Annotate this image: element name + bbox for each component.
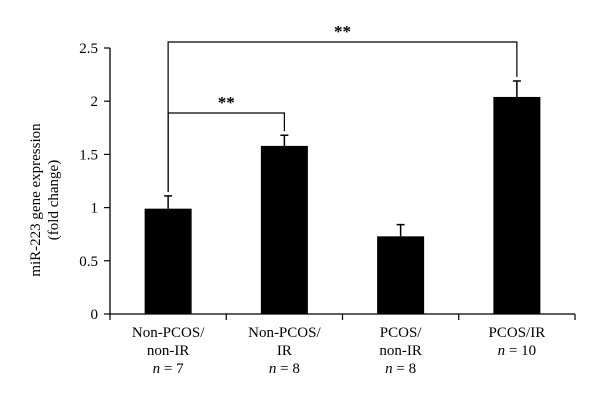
y-axis-title-line-2: (fold change) [46,160,62,240]
significance-bracket [167,41,518,192]
y-tick-label: 1 [91,201,99,217]
y-tick-label: 2 [91,94,99,110]
bar [377,236,425,314]
y-tick-label: 2.5 [79,41,98,57]
y-axis-title-line-1: miR-223 gene expression [28,123,44,277]
bar [144,208,192,314]
plot-area: 0 0.5 1 1.5 2 2.5 Non-PCOS/non-IR n = 7 Non-PCOS… [79,22,576,377]
x-category-label: Non-PCOS/IR n = 8 [248,325,321,377]
significance-label: ** [334,22,351,41]
x-category-label: Non-PCOS/non-IR n = 7 [132,325,205,377]
x-category-label: PCOS/non-IR n = 8 [379,325,422,377]
x-category-label: PCOS/IR n = 10 [489,325,546,359]
y-tick-label: 0 [91,307,99,323]
significance-bracket [167,112,285,192]
y-axis-title: miR-223 gene expression (fold change) [28,123,62,277]
y-tick-label: 1.5 [79,147,98,163]
y-tick-label: 0.5 [79,254,98,270]
significance-label: ** [218,93,235,112]
bar [493,96,541,314]
bar [260,145,308,314]
